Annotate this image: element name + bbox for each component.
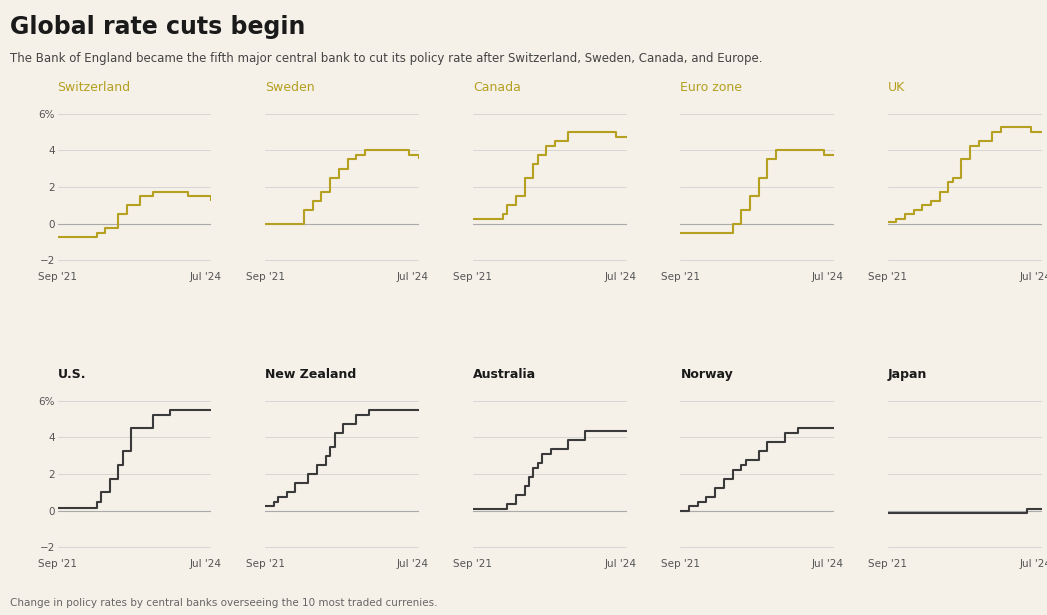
Text: Australia: Australia <box>473 368 536 381</box>
Text: Norway: Norway <box>681 368 733 381</box>
Text: Euro zone: Euro zone <box>681 81 742 94</box>
Text: Change in policy rates by central banks overseeing the 10 most traded currenies.: Change in policy rates by central banks … <box>10 598 438 608</box>
Text: Switzerland: Switzerland <box>58 81 131 94</box>
Text: Sweden: Sweden <box>265 81 315 94</box>
Text: New Zealand: New Zealand <box>265 368 356 381</box>
Text: Global rate cuts begin: Global rate cuts begin <box>10 15 306 39</box>
Text: Canada: Canada <box>473 81 520 94</box>
Text: The Bank of England became the fifth major central bank to cut its policy rate a: The Bank of England became the fifth maj… <box>10 52 763 65</box>
Text: U.S.: U.S. <box>58 368 86 381</box>
Text: UK: UK <box>888 81 906 94</box>
Text: Japan: Japan <box>888 368 928 381</box>
